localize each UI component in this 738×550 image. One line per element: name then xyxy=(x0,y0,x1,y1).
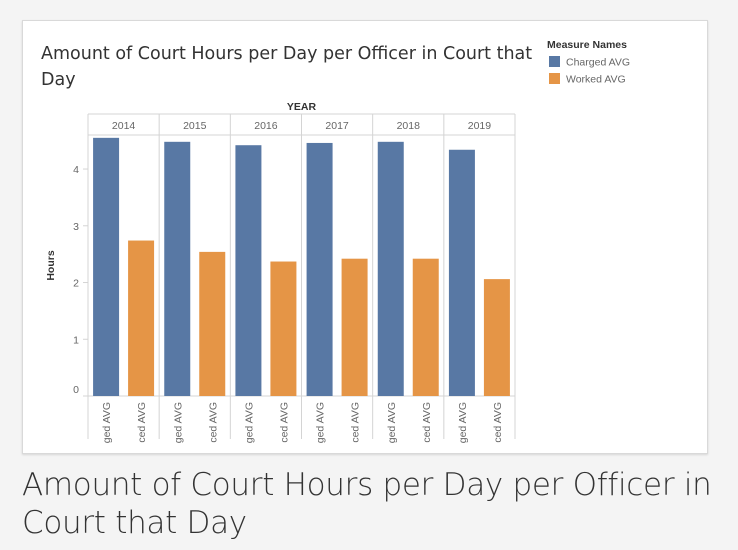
x-tick-label-2019-2: ced AVG xyxy=(492,402,504,443)
year-header: YEAR 2014 2015 2016 2017 2018 2019 xyxy=(87,101,516,439)
chart-card: Amount of Court Hours per Day per Office… xyxy=(22,20,708,454)
x-tick-label-2016-1: ged AVG xyxy=(243,402,255,443)
x-tick-labels: ged AVG ced AVG ged AVG ced AVG ged AVG ced A… xyxy=(101,402,504,443)
legend-title: Measure Names xyxy=(547,39,627,51)
legend-swatch-2[interactable] xyxy=(549,73,560,84)
bar-2019-worked-avg[interactable] xyxy=(483,279,510,396)
year-header-2016: 2016 xyxy=(254,120,278,132)
bars xyxy=(93,137,510,396)
x-tick-label-2017-1: ged AVG xyxy=(315,402,327,443)
y-tick-label-2: 2 xyxy=(73,278,79,290)
year-header-2018: 2018 xyxy=(397,120,421,132)
bar-2014-charged-avg[interactable] xyxy=(93,137,120,396)
bar-2019-charged-avg[interactable] xyxy=(448,149,475,396)
y-tick-label-1: 1 xyxy=(73,334,79,346)
bar-2017-charged-avg[interactable] xyxy=(306,142,333,396)
bar-2016-worked-avg[interactable] xyxy=(270,261,297,396)
bar-2015-worked-avg[interactable] xyxy=(199,251,226,396)
bar-2017-worked-avg[interactable] xyxy=(341,258,368,396)
year-header-2017: 2017 xyxy=(325,120,349,132)
chart-title-line-1: Amount of Court Hours per Day per Office… xyxy=(41,44,532,64)
x-tick-label-2015-2: ced AVG xyxy=(207,402,219,443)
bar-2016-charged-avg[interactable] xyxy=(235,145,262,396)
year-header-2019: 2019 xyxy=(468,120,492,132)
bar-2014-worked-avg[interactable] xyxy=(128,240,155,396)
y-tick-label-0: 0 xyxy=(73,384,79,396)
bar-2018-worked-avg[interactable] xyxy=(412,258,439,396)
year-header-2015: 2015 xyxy=(183,120,207,132)
x-tick-label-2018-2: ced AVG xyxy=(421,402,433,443)
y-axis: 0 1 2 3 4 Hours xyxy=(45,164,515,397)
bar-2018-charged-avg[interactable] xyxy=(377,141,404,396)
x-tick-label-2014-2: ced AVG xyxy=(136,402,148,443)
y-tick-label-3: 3 xyxy=(73,221,79,233)
x-tick-label-2016-2: ced AVG xyxy=(278,402,290,443)
chart-title: Amount of Court Hours per Day per Office… xyxy=(41,44,532,90)
legend[interactable]: Measure Names Charged AVG Worked AVG xyxy=(547,39,630,86)
x-tick-label-2019-1: ged AVG xyxy=(457,402,469,443)
page-caption: Amount of Court Hours per Day per Office… xyxy=(22,467,712,541)
column-header-year: YEAR xyxy=(287,101,317,113)
bar-2015-charged-avg[interactable] xyxy=(164,141,191,396)
x-tick-label-2015-1: ged AVG xyxy=(172,402,184,443)
x-tick-label-2014-1: ged AVG xyxy=(101,402,113,443)
bar-chart: Amount of Court Hours per Day per Office… xyxy=(41,39,630,443)
legend-swatch-1[interactable] xyxy=(549,56,560,67)
y-tick-label-4: 4 xyxy=(73,164,79,176)
x-tick-label-2018-1: ged AVG xyxy=(386,402,398,443)
legend-label-2[interactable]: Worked AVG xyxy=(566,74,626,86)
x-tick-label-2017-2: ced AVG xyxy=(350,402,362,443)
legend-label-1[interactable]: Charged AVG xyxy=(566,57,630,69)
year-header-2014: 2014 xyxy=(112,120,136,132)
chart-title-line-2: Day xyxy=(41,70,76,90)
y-axis-label: Hours xyxy=(45,250,57,280)
